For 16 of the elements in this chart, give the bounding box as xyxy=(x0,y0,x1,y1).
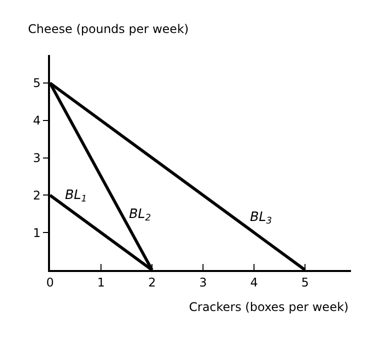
x-tick-label: 5 xyxy=(301,275,309,290)
x-tick-label: 0 xyxy=(46,275,54,290)
x-tick-label: 1 xyxy=(97,275,105,290)
x-tick-label: 4 xyxy=(250,275,258,290)
x-tick-label: 3 xyxy=(199,275,207,290)
x-tick-label: 2 xyxy=(148,275,156,290)
y-tick-label: 2 xyxy=(32,188,41,202)
y-tick-label: 1 xyxy=(32,226,41,240)
series-label: BL$_{3}$ xyxy=(250,210,272,227)
series-label: BL$_{2}$ xyxy=(129,207,152,224)
y-axis-title: Cheese (pounds per week) xyxy=(28,22,189,36)
y-tick-label: 3 xyxy=(32,151,41,166)
y-tick-label: 4 xyxy=(32,114,41,128)
x-axis-title: Crackers (boxes per week) xyxy=(189,300,349,314)
y-tick-label: 5 xyxy=(32,76,41,90)
series-label: BL$_{1}$ xyxy=(65,188,87,205)
